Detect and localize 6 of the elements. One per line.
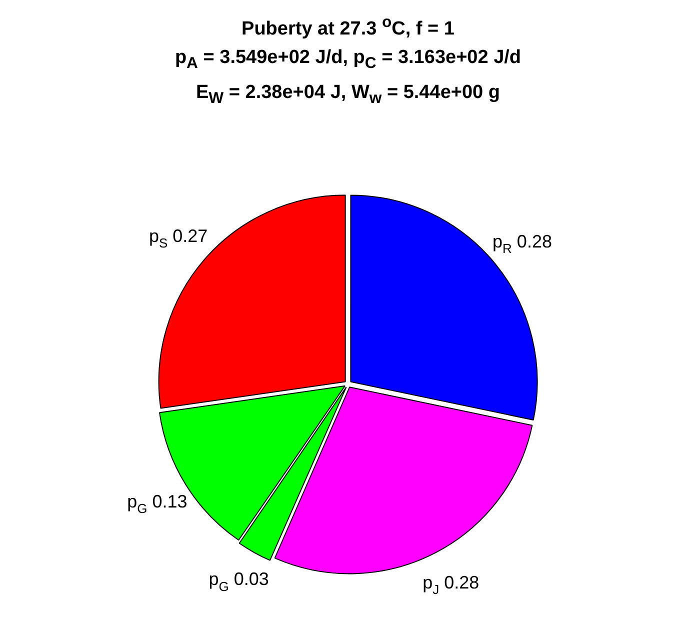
data-label: 0.28	[516, 231, 552, 252]
data-label: 0.13	[152, 491, 188, 512]
data-label: 0.27	[172, 226, 208, 246]
data-label: 0.28	[444, 572, 480, 593]
data-label: 0.03	[234, 569, 269, 590]
chart-title: Puberty at 27.3 $^{o}$C, f = 1 p$_{A}$ = 3.549e+02 J/d, p$_{C}$ = 3.163e+02 J/d E$_{W}$ = 2.38e+04 J, W$_{w}$ = 5.44e+00 g	[174, 14, 522, 107]
